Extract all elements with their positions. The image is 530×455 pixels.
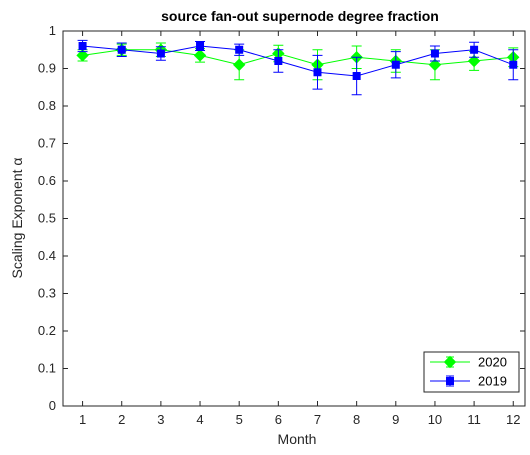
data-point: [470, 45, 479, 54]
data-point: [117, 45, 126, 54]
x-tick-label: 10: [428, 412, 442, 427]
y-tick-label: 0.6: [38, 173, 56, 188]
y-tick-label: 0.9: [38, 61, 56, 76]
chart-title: source fan-out supernode degree fraction: [161, 8, 439, 24]
data-point: [467, 54, 481, 68]
y-tick-label: 0.4: [38, 248, 56, 263]
legend-box: [423, 351, 520, 393]
data-point: [156, 49, 165, 58]
legend-item-2019: 2019: [430, 374, 507, 389]
x-tick-label: 7: [314, 412, 321, 427]
y-tick-label: 1: [49, 23, 56, 38]
x-tick-label: 3: [157, 412, 164, 427]
data-point: [76, 49, 89, 62]
y-tick-label: 0.7: [38, 136, 56, 151]
y-tick-label: 0.3: [38, 286, 56, 301]
x-tick-label: 12: [506, 412, 520, 427]
x-tick-label: 2: [118, 412, 125, 427]
x-tick-label: 6: [275, 412, 282, 427]
data-point: [196, 42, 205, 50]
x-tick-label: 5: [236, 412, 243, 427]
x-tick-label: 11: [467, 412, 481, 427]
plot-area: [62, 30, 526, 407]
data-point: [509, 60, 518, 69]
data-point: [274, 57, 283, 65]
y-tick-label: 0.2: [38, 323, 56, 338]
y-axis: 0 0.1 0.2 0.3 0.4 0.5 0.6 0.7 0.8 0.9 1: [38, 23, 525, 413]
series-layer: [76, 39, 520, 96]
y-tick-label: 0.5: [38, 211, 56, 226]
legend-label: 2020: [478, 355, 507, 370]
x-tick-label: 9: [392, 412, 399, 427]
data-point: [235, 45, 244, 54]
x-axis-label: Month: [278, 431, 317, 447]
x-tick-label: 8: [353, 412, 360, 427]
legend-marker: [446, 377, 454, 385]
y-axis-label: Scaling Exponent α: [9, 158, 25, 279]
y-tick-label: 0.8: [38, 98, 56, 113]
legend-label: 2019: [478, 374, 507, 389]
series-2019: [77, 39, 519, 96]
series-line-2019: [82, 45, 514, 77]
x-tick-label: 1: [79, 412, 86, 427]
legend-item-2020: 2020: [430, 355, 507, 370]
legend-marker: [443, 355, 457, 369]
series-line-2020: [82, 49, 514, 66]
legend: 2020 2019: [423, 351, 520, 393]
data-point: [313, 68, 322, 77]
data-point: [193, 49, 207, 62]
data-point: [232, 58, 246, 71]
data-point: [391, 60, 400, 69]
y-tick-label: 0: [49, 398, 56, 413]
x-axis: 1 2 3 4 5 6 7 8 9 10 11 12: [79, 31, 520, 427]
data-point: [78, 42, 87, 50]
y-tick-label: 0.1: [38, 361, 56, 376]
data-point: [352, 72, 361, 80]
data-point: [430, 49, 439, 58]
data-point: [428, 58, 442, 71]
x-tick-label: 4: [196, 412, 203, 427]
